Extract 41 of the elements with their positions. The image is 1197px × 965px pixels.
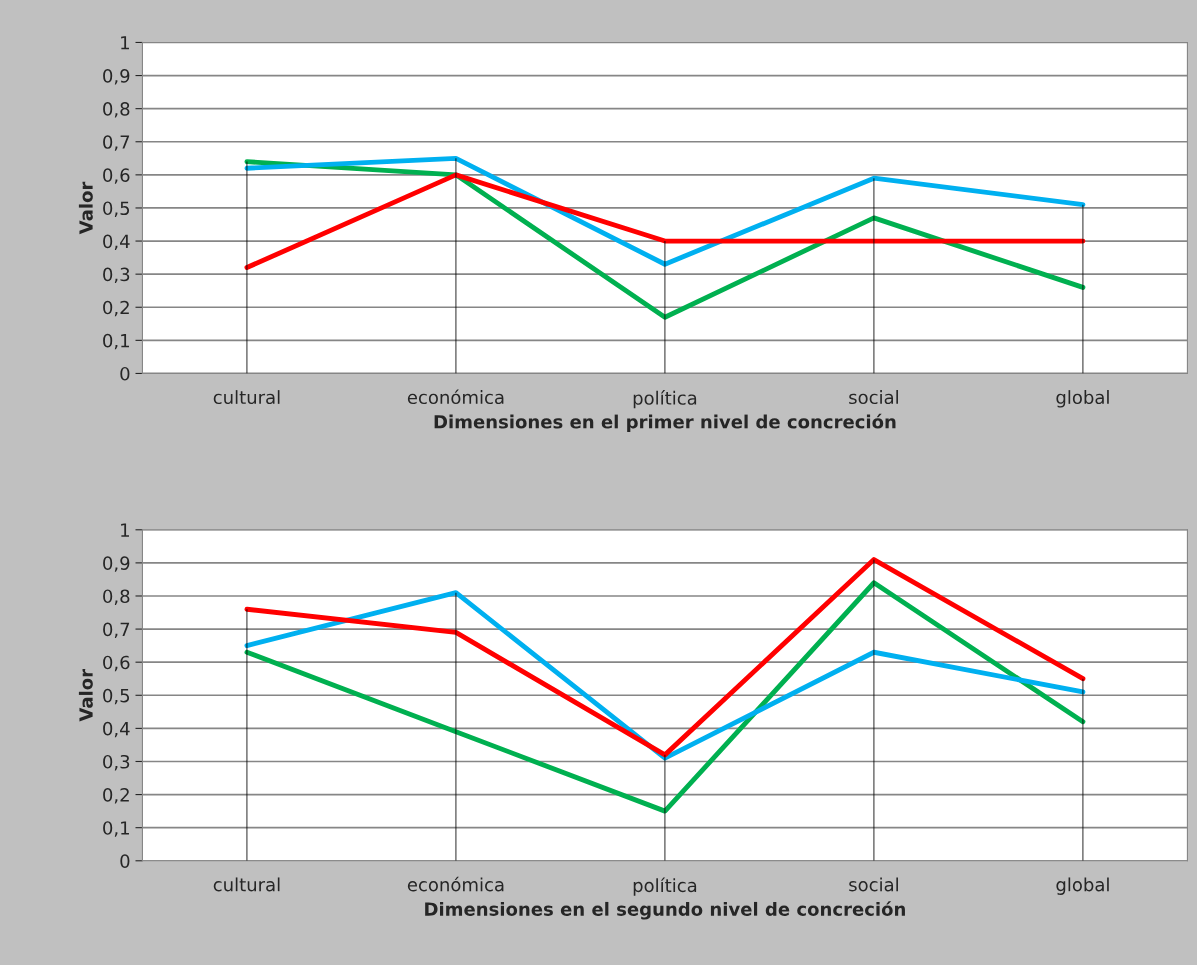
x-tick-label: política <box>633 877 697 896</box>
y-axis-title: Valor <box>78 669 93 722</box>
y-tick-label: 0,6 <box>103 655 130 672</box>
y-tick-label: 0,6 <box>103 168 130 184</box>
line-series <box>244 159 1086 320</box>
x-tick-label: cultural <box>213 877 280 892</box>
y-tick-label: 0,7 <box>103 622 130 639</box>
y-tick-label: 0,2 <box>103 300 129 317</box>
x-axis-title: Dimensiones en el primer nivel de concreción <box>434 413 896 433</box>
y-tick-label: 0 <box>120 366 130 381</box>
y-tick-label: 0,5 <box>103 201 130 217</box>
x-tick-label: política <box>633 390 697 409</box>
y-tick-label: 0,8 <box>103 589 130 605</box>
y-tick-label: 0,4 <box>103 234 130 251</box>
y-axis-title: Valor <box>78 181 93 235</box>
y-tick-label: 1 <box>121 36 129 50</box>
y-tick-label: 0,3 <box>103 754 130 771</box>
x-tick-label: cultural <box>213 390 280 405</box>
y-tick-label: 0,2 <box>103 788 129 804</box>
y-tick-label: 0,8 <box>103 102 130 118</box>
x-tick-label: global <box>1056 390 1109 408</box>
y-tick-label: 0,1 <box>103 333 129 350</box>
line-series <box>244 155 1086 267</box>
x-tick-label: social <box>849 390 898 405</box>
y-tick-label: 1 <box>121 523 129 537</box>
y-tick-label: 0 <box>120 854 130 868</box>
y-tick-label: 0,4 <box>103 721 130 738</box>
line-series <box>244 590 1086 761</box>
y-tick-label: 0,3 <box>103 267 130 284</box>
line-series <box>244 557 1086 758</box>
y-tick-label: 0,9 <box>103 69 130 85</box>
x-tick-label: económica <box>407 389 504 405</box>
x-axis-title: Dimensiones en el segundo nivel de concreción <box>425 901 905 920</box>
y-tick-label: 0,5 <box>103 688 130 705</box>
x-tick-label: social <box>849 877 898 892</box>
x-tick-label: global <box>1056 877 1109 895</box>
x-tick-label: económica <box>407 876 504 892</box>
y-tick-label: 0,1 <box>103 821 129 837</box>
y-tick-label: 0,9 <box>103 556 130 572</box>
line-series <box>244 580 1086 814</box>
y-tick-label: 0,7 <box>103 135 130 151</box>
